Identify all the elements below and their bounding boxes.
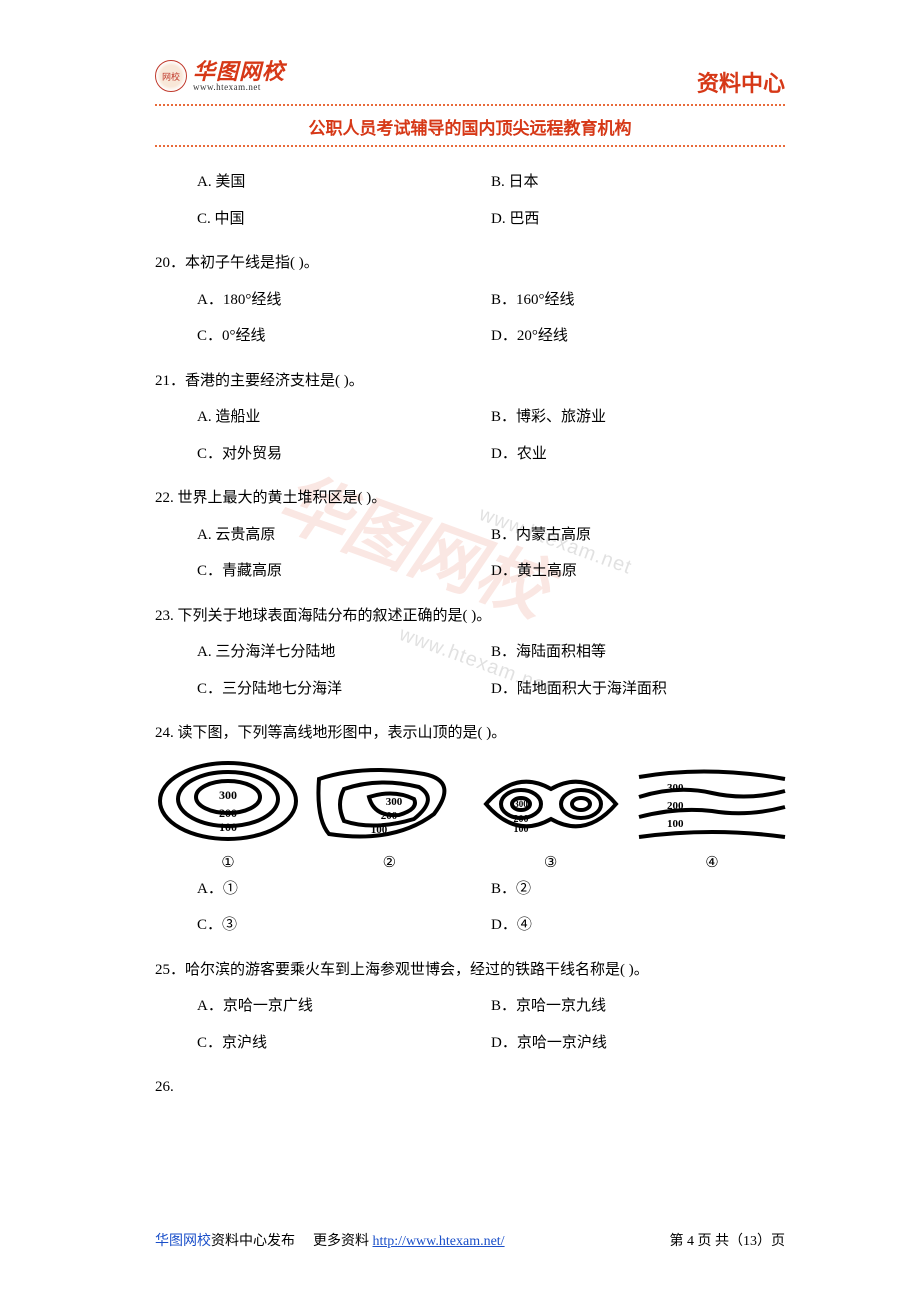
- page-footer: 华图网校资料中心发布 更多资料 http://www.htexam.net/ 第…: [155, 1230, 785, 1250]
- option-c: C．0°经线: [197, 325, 491, 348]
- question-item: 20．本初子午线是指( )。 A．180°经线 B．160°经线 C．0°经线 …: [155, 252, 785, 362]
- brand-logo: 网校 华图网校 www.htexam.net: [155, 60, 285, 92]
- diagram-4: 300 200 100 ④: [637, 759, 787, 872]
- svg-text:100: 100: [371, 824, 388, 836]
- question-stem: 23. 下列关于地球表面海陆分布的叙述正确的是( )。: [155, 605, 785, 628]
- option-a: A．180°经线: [197, 289, 491, 312]
- svg-text:200: 200: [219, 806, 237, 820]
- footer-page-info: 第 4 页 共（13）页: [670, 1230, 786, 1250]
- option-b: B．160°经线: [491, 289, 785, 312]
- svg-text:300: 300: [514, 799, 528, 809]
- option-a: A. 云贵高原: [197, 524, 491, 547]
- diagram-label: ③: [544, 853, 557, 872]
- footer-link[interactable]: http://www.htexam.net/: [373, 1234, 505, 1249]
- footer-more: 更多资料 http://www.htexam.net/: [313, 1230, 505, 1250]
- option-a: A. 三分海洋七分陆地: [197, 641, 491, 664]
- svg-text:200: 200: [513, 814, 528, 825]
- option-d: D．20°经线: [491, 325, 785, 348]
- option-b: B．海陆面积相等: [491, 641, 785, 664]
- diagram-label: ①: [221, 853, 234, 872]
- option-c: C．三分陆地七分海洋: [197, 678, 491, 701]
- diagram-label: ②: [383, 853, 396, 872]
- option-c: C．青藏高原: [197, 560, 491, 583]
- logo-main-text: 华图网校: [193, 61, 285, 83]
- option-b: B．博彩、旅游业: [491, 406, 785, 429]
- diagram-1: 300 200 100 ①: [153, 759, 303, 872]
- option-a: A. 美国: [197, 171, 491, 194]
- option-d: D．黄土高原: [491, 560, 785, 583]
- question-stem: 21．香港的主要经济支柱是( )。: [155, 370, 785, 393]
- option-d: D. 巴西: [491, 208, 785, 231]
- footer-brand: 华图网校: [155, 1234, 211, 1249]
- questions-container: A. 美国 B. 日本 C. 中国 D. 巴西 20．本初子午线是指( )。 A…: [155, 171, 785, 1099]
- footer-publisher: 华图网校资料中心发布: [155, 1230, 295, 1250]
- question-stem: 24. 读下图，下列等高线地形图中，表示山顶的是( )。: [155, 722, 785, 745]
- option-d: D．④: [491, 914, 785, 937]
- question-item: 24. 读下图，下列等高线地形图中，表示山顶的是( )。 300 200 100…: [155, 722, 785, 951]
- svg-text:200: 200: [667, 800, 684, 812]
- question-stem: 25．哈尔滨的游客要乘火车到上海参观世博会，经过的铁路干线名称是( )。: [155, 959, 785, 982]
- header-subtitle: 公职人员考试辅导的国内顶尖远程教育机构: [155, 114, 785, 147]
- option-c: C. 中国: [197, 208, 491, 231]
- question-item: A. 美国 B. 日本 C. 中国 D. 巴西: [155, 171, 785, 244]
- question-stem: 20．本初子午线是指( )。: [155, 252, 785, 275]
- svg-text:100: 100: [513, 824, 528, 835]
- option-c: C．京沪线: [197, 1032, 491, 1055]
- question-stem: 22. 世界上最大的黄土堆积区是( )。: [155, 487, 785, 510]
- question-item: 25．哈尔滨的游客要乘火车到上海参观世博会，经过的铁路干线名称是( )。 A．京…: [155, 959, 785, 1069]
- option-d: D．陆地面积大于海洋面积: [491, 678, 785, 701]
- svg-text:100: 100: [219, 820, 237, 834]
- contour-diagrams: 300 200 100 ① 300 200 100: [153, 759, 787, 872]
- option-c: C．对外贸易: [197, 443, 491, 466]
- question-item: 23. 下列关于地球表面海陆分布的叙述正确的是( )。 A. 三分海洋七分陆地 …: [155, 605, 785, 715]
- question-item: 26.: [155, 1076, 785, 1099]
- option-b: B．②: [491, 878, 785, 901]
- diagram-label: ④: [705, 853, 718, 872]
- question-item: 21．香港的主要经济支柱是( )。 A. 造船业 B．博彩、旅游业 C．对外贸易…: [155, 370, 785, 480]
- diagram-2: 300 200 100 ②: [314, 759, 464, 872]
- question-item: 22. 世界上最大的黄土堆积区是( )。 A. 云贵高原 B．内蒙古高原 C．青…: [155, 487, 785, 597]
- option-a: A．京哈一京广线: [197, 995, 491, 1018]
- page-header: 网校 华图网校 www.htexam.net 资料中心: [155, 60, 785, 106]
- option-d: D．京哈一京沪线: [491, 1032, 785, 1055]
- svg-text:200: 200: [381, 810, 398, 822]
- option-c: C．③: [197, 914, 491, 937]
- diagram-3: 100 200 300 ③: [476, 759, 626, 872]
- option-b: B．京哈一京九线: [491, 995, 785, 1018]
- svg-text:100: 100: [667, 818, 684, 830]
- svg-text:300: 300: [219, 788, 237, 802]
- option-d: D．农业: [491, 443, 785, 466]
- header-right-label: 资料中心: [697, 66, 785, 98]
- option-a: A．①: [197, 878, 491, 901]
- option-b: B. 日本: [491, 171, 785, 194]
- svg-text:300: 300: [667, 782, 684, 794]
- svg-text:300: 300: [386, 796, 403, 808]
- logo-sub-text: www.htexam.net: [193, 83, 285, 92]
- logo-seal-icon: 网校: [155, 60, 187, 92]
- question-stem: 26.: [155, 1076, 785, 1099]
- option-b: B．内蒙古高原: [491, 524, 785, 547]
- option-a: A. 造船业: [197, 406, 491, 429]
